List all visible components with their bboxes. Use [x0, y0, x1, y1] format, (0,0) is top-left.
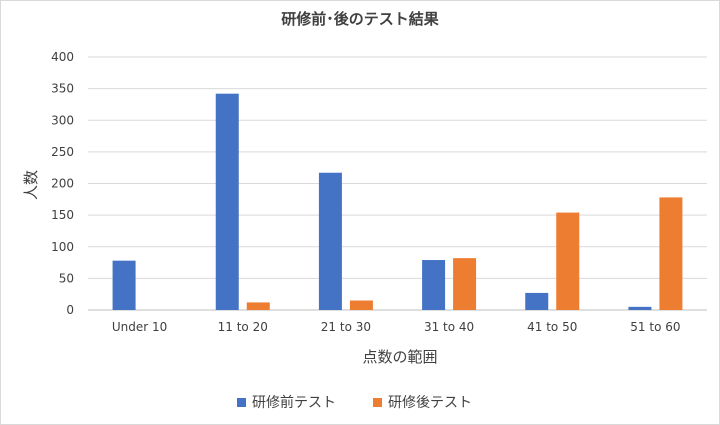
legend-label-after: 研修後テスト [388, 395, 472, 411]
y-tick-label: 300 [51, 113, 74, 127]
chart-title: 研修前･後のテスト結果 [281, 10, 439, 28]
y-tick-label: 150 [51, 208, 74, 222]
y-tick-label: 200 [51, 177, 74, 191]
bar-after-2 [246, 302, 270, 310]
y-tick-label: 0 [66, 303, 74, 317]
legend-item-after: 研修後テスト [373, 392, 472, 412]
legend-swatch-before [237, 397, 246, 407]
bar-after-6 [659, 197, 683, 310]
y-axis-label: 人数 [22, 170, 40, 200]
x-axis-label: 点数の範囲 [362, 348, 437, 366]
y-tick-label: 250 [51, 145, 74, 159]
bar-before-2 [215, 93, 239, 310]
bar-before-3 [318, 172, 342, 310]
x-tick-label: 11 to 20 [218, 320, 268, 334]
y-tick-label: 400 [51, 50, 74, 64]
x-tick-label: 21 to 30 [321, 320, 371, 334]
x-tick-labels: Under 10 11 to 20 21 to 30 31 to 40 41 to 50… [112, 320, 681, 334]
y-tick-label: 50 [59, 271, 74, 285]
bar-before-6 [628, 306, 652, 310]
y-tick-label: 350 [51, 82, 74, 96]
bar-before-4 [422, 260, 446, 310]
x-tick-label: 51 to 60 [630, 320, 680, 334]
x-tick-label: 31 to 40 [424, 320, 474, 334]
legend-label-before: 研修前テスト [252, 395, 336, 411]
legend: 研修前テスト 研修後テスト [0, 392, 720, 412]
y-tick-labels: 0 50 100 150 200 250 300 350 400 [51, 50, 74, 317]
bar-before-5 [525, 292, 549, 310]
bar-after-5 [556, 212, 580, 310]
bar-after-3 [349, 300, 373, 310]
x-tick-label: 41 to 50 [527, 320, 577, 334]
bar-before-1 [112, 260, 136, 310]
legend-swatch-after [373, 397, 382, 407]
x-tick-label: Under 10 [112, 320, 167, 334]
gridlines [88, 56, 707, 311]
bar-after-4 [453, 258, 477, 310]
bars [112, 93, 683, 310]
y-tick-label: 100 [51, 240, 74, 254]
legend-item-before: 研修前テスト [237, 392, 336, 412]
